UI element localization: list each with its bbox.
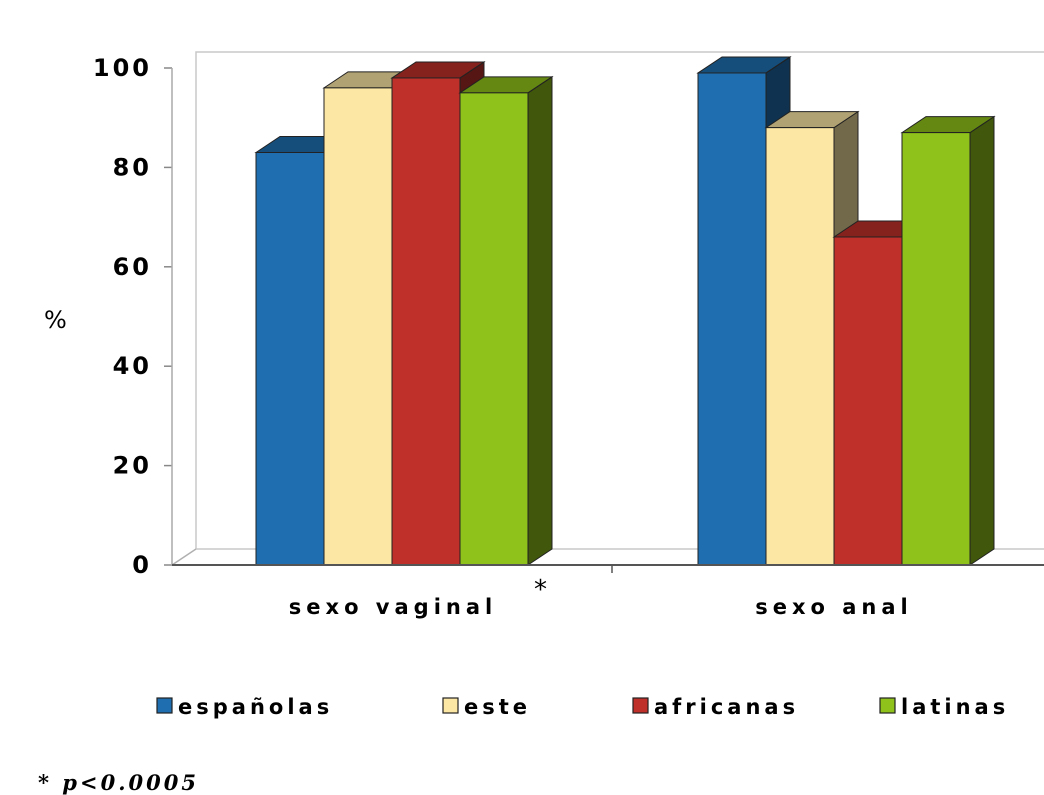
bar-front: [834, 237, 902, 565]
bars: [256, 57, 994, 565]
legend-label: este: [464, 695, 531, 719]
footnote-text: p<0.0005: [62, 770, 199, 795]
legend-swatch: [880, 698, 895, 713]
floor-side-edge: [172, 549, 196, 565]
legend: españolas este africanas latinas: [157, 695, 1009, 719]
bar-front: [698, 73, 766, 565]
legend-swatch: [443, 698, 458, 713]
x-axis: sexo vaginal sexo anal *: [172, 565, 1044, 619]
y-tick-label: 100: [93, 54, 152, 82]
legend-label: españolas: [178, 695, 333, 719]
bar-front: [902, 133, 970, 565]
footnote-prefix: *: [38, 770, 62, 795]
legend-entry: latinas: [880, 695, 1009, 719]
legend-swatch: [157, 698, 172, 713]
bar: [902, 117, 994, 565]
legend-label: latinas: [901, 695, 1009, 719]
y-tick-label: 20: [113, 452, 152, 480]
legend-entry: este: [443, 695, 531, 719]
y-axis-label: %: [44, 306, 67, 334]
bar-side: [970, 117, 994, 565]
bar-side: [528, 77, 552, 565]
bar-front: [392, 78, 460, 565]
y-tick-label: 40: [113, 352, 152, 380]
y-axis: 0 20 40 60 80 100%: [44, 54, 172, 579]
y-tick-label: 60: [113, 253, 152, 281]
bar-front: [324, 88, 392, 565]
bar-front: [256, 152, 324, 565]
notes: * p<0.0005: [38, 770, 199, 795]
x-category-label: sexo vaginal: [289, 595, 497, 619]
significance-marker: *: [534, 575, 547, 605]
y-tick-label: 80: [113, 153, 152, 181]
footnote: * p<0.0005: [38, 770, 199, 795]
legend-swatch: [633, 698, 648, 713]
legend-entry: africanas: [633, 695, 799, 719]
y-tick-label: 0: [132, 551, 152, 579]
bar-front: [460, 93, 528, 565]
legend-label: africanas: [654, 695, 799, 719]
bar: [460, 77, 552, 565]
bar-front: [766, 128, 834, 565]
legend-entry: españolas: [157, 695, 333, 719]
x-category-label: sexo anal: [755, 595, 913, 619]
